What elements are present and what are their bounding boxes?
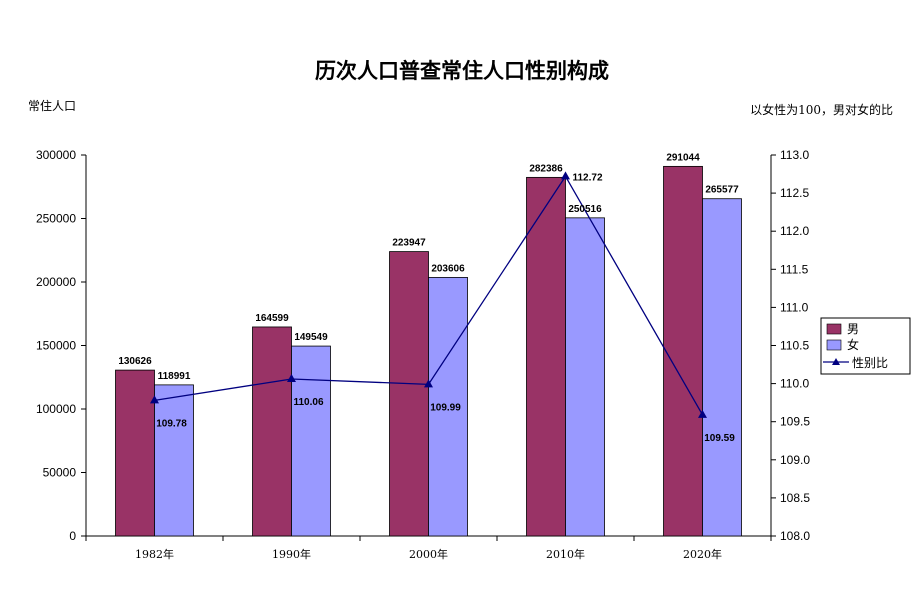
bars-layer (115, 165, 742, 537)
right-tick-label: 109.0 (780, 453, 810, 467)
bar-male (526, 176, 566, 537)
bar-female (291, 345, 331, 537)
left-tick-label: 250000 (36, 212, 76, 226)
left-tick-label: 100000 (36, 402, 76, 416)
right-tick-label: 112.5 (780, 186, 809, 200)
right-tick-label: 110.0 (780, 377, 809, 391)
legend-swatch-male (826, 323, 842, 335)
legend-label-male: 男 (847, 322, 859, 336)
legend: 男 女 性别比 (820, 317, 911, 375)
left-tick-label: 150000 (36, 339, 76, 353)
line-layer (150, 171, 707, 418)
legend-label-sex-ratio: 性别比 (852, 356, 888, 370)
legend-label-female: 女 (847, 337, 859, 352)
right-tick-label: 109.5 (780, 415, 810, 429)
data-label-male: 130626 (118, 356, 152, 367)
left-tick-label: 200000 (36, 275, 76, 289)
sex-ratio-marker (150, 395, 159, 404)
bar-male (115, 369, 155, 537)
x-tick-label: 2000年 (409, 547, 448, 561)
x-tick-label: 1982年 (135, 547, 174, 561)
data-label-female: 265577 (705, 185, 739, 196)
data-label-male: 223947 (392, 238, 426, 249)
right-tick-label: 108.5 (780, 491, 810, 505)
right-tick-label: 108.0 (780, 529, 810, 543)
data-label-sex-ratio: 110.06 (293, 397, 323, 408)
data-label-sex-ratio: 109.59 (704, 433, 735, 444)
right-tick-label: 110.5 (780, 339, 809, 353)
data-label-sex-ratio: 112.72 (572, 172, 602, 183)
bar-female (565, 217, 605, 537)
chart-title: 历次人口普查常住人口性别构成 (315, 58, 609, 83)
left-tick-label: 0 (69, 529, 76, 543)
axes-layer: 0 50000 100000 150000 200000 250000 300000 108.… (36, 148, 810, 561)
right-tick-label: 113.0 (780, 148, 809, 162)
bar-female (702, 198, 742, 537)
data-label-female: 118991 (158, 371, 191, 382)
sex-ratio-marker (561, 171, 570, 180)
sex-ratio-marker (424, 379, 433, 388)
x-tick-label: 1990年 (272, 547, 311, 561)
bar-male (252, 326, 292, 537)
data-label-female: 203606 (431, 263, 465, 274)
bar-male (663, 165, 703, 537)
x-tick-label: 2020年 (683, 547, 722, 561)
data-label-female: 250516 (568, 204, 602, 215)
sex-ratio-marker (698, 409, 707, 418)
data-label-male: 282386 (529, 163, 563, 174)
data-label-sex-ratio: 109.78 (156, 418, 187, 429)
x-tick-label: 2010年 (546, 547, 585, 561)
data-label-female: 149549 (294, 332, 328, 343)
right-tick-label: 112.0 (780, 224, 809, 238)
left-tick-label: 300000 (36, 148, 76, 162)
right-tick-label: 111.0 (780, 300, 809, 314)
bar-female (428, 277, 468, 537)
left-tick-label: 50000 (43, 466, 77, 480)
legend-swatch-female (826, 339, 842, 351)
data-label-sex-ratio: 109.99 (430, 402, 461, 413)
right-axis-label: 以女性为100，男对女的比 (750, 102, 893, 117)
left-axis-label: 常住人口 (28, 99, 76, 113)
legend-marker-sex-ratio (832, 358, 840, 365)
bar-male (389, 251, 429, 537)
data-label-male: 164599 (255, 313, 289, 324)
right-tick-label: 111.5 (780, 262, 809, 276)
labels-layer: 130626 118991 164599 149549 223947 203606 2823… (118, 152, 739, 443)
sex-ratio-marker (287, 374, 296, 383)
bar-female (154, 384, 194, 537)
data-label-male: 291044 (666, 152, 700, 163)
